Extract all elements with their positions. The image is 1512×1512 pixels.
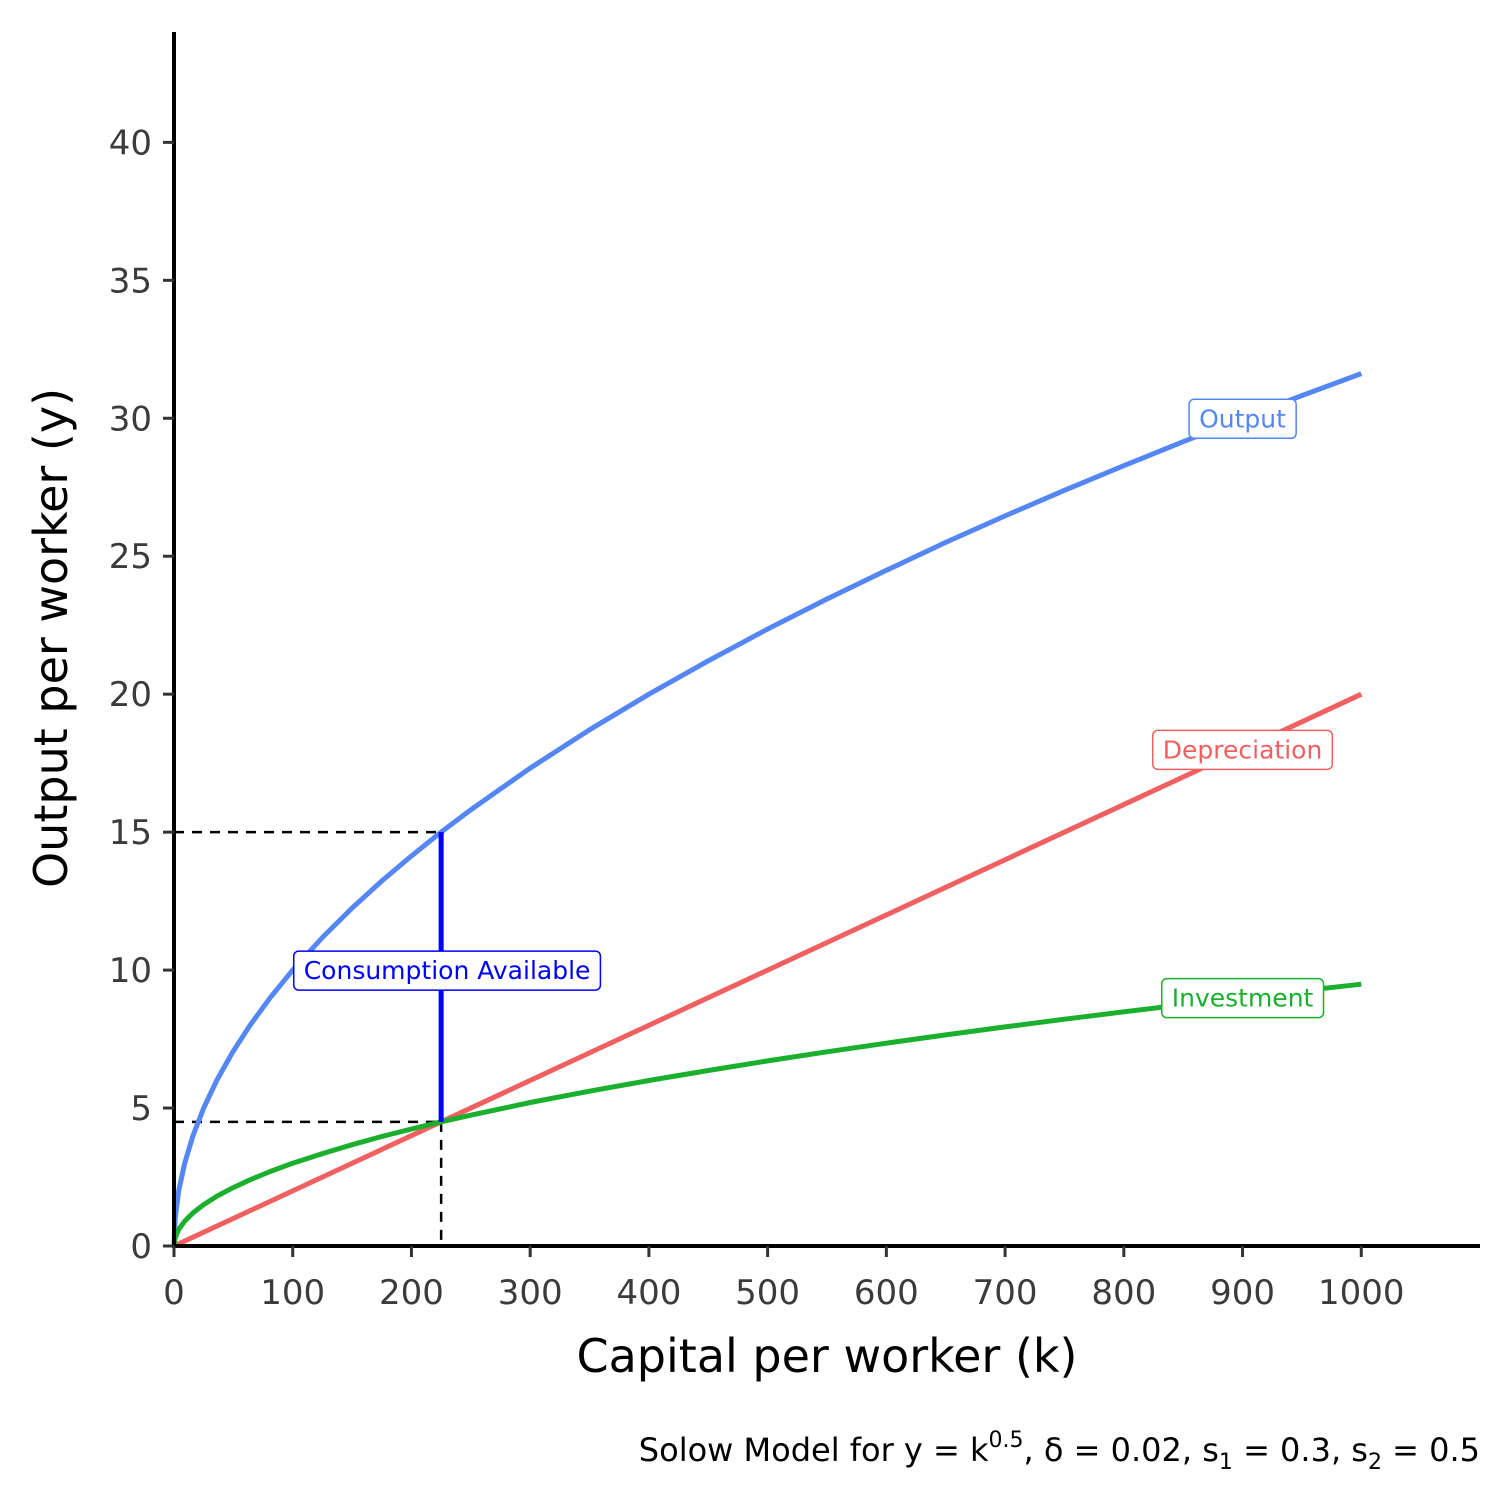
y-axis-ticks: 0 5 10 15 20 25 30 35 40 — [109, 123, 174, 1267]
y-tick-label: 30 — [109, 399, 152, 439]
label-investment-text: Investment — [1172, 984, 1314, 1013]
label-output-box — [1188, 398, 1297, 440]
series-line-depreciation — [172, 691, 1363, 1249]
y-tick-label: 15 — [109, 813, 152, 853]
x-tick-label: 0 — [163, 1273, 185, 1313]
y-tick-label: 0 — [130, 1227, 152, 1267]
x-tick-label: 900 — [1210, 1273, 1275, 1313]
y-tick-label: 35 — [109, 261, 152, 301]
label-depreciation-text: Depreciation — [1163, 735, 1323, 764]
x-tick-label: 500 — [735, 1273, 800, 1313]
caption-exponent: 0.5 — [989, 1428, 1024, 1453]
y-tick-label: 20 — [109, 675, 152, 715]
caption-s2-sub: 2 — [1368, 1450, 1382, 1475]
label-output: Output — [1188, 398, 1297, 440]
x-tick-label: 800 — [1091, 1273, 1156, 1313]
series-line-investment — [171, 981, 1362, 1247]
caption-delta: , δ = 0.02, s — [1024, 1431, 1219, 1469]
x-tick-label: 700 — [973, 1273, 1038, 1313]
label-depreciation: Depreciation — [1152, 729, 1334, 771]
x-tick-label: 300 — [498, 1273, 563, 1313]
x-tick-label: 200 — [379, 1273, 444, 1313]
x-tick-label: 400 — [616, 1273, 681, 1313]
label-output-text: Output — [1199, 404, 1286, 433]
label-depreciation-box — [1152, 729, 1334, 771]
x-axis-title: Capital per worker (k) — [577, 1329, 1078, 1383]
caption-s1-sub: 1 — [1219, 1450, 1233, 1475]
x-tick-label: 1000 — [1318, 1273, 1405, 1313]
caption-s2-value: = 0.5 — [1382, 1431, 1480, 1469]
x-axis-ticks: 0 100 200 300 400 500 600 700 800 900 1000 — [163, 1246, 1405, 1313]
x-tick-label: 600 — [854, 1273, 919, 1313]
label-consumption-available-text: Consumption Available — [304, 956, 591, 985]
axes — [172, 32, 1480, 1248]
chart-caption: Solow Model for y = k0.5, δ = 0.02, s1 =… — [639, 1428, 1480, 1475]
label-consumption-available-box — [292, 950, 602, 991]
series-lines — [171, 371, 1363, 1249]
label-investment: Investment — [1160, 977, 1325, 1019]
x-tick-label: 100 — [260, 1273, 325, 1313]
series-labels: Output Depreciation Investment Consumption … — [292, 398, 1334, 1019]
label-investment-box — [1160, 977, 1325, 1019]
label-consumption-available: Consumption Available — [292, 950, 602, 991]
y-tick-label: 40 — [109, 123, 152, 163]
caption-s1-value: = 0.3, s — [1233, 1431, 1368, 1469]
dashed-guides — [174, 830, 443, 1246]
y-tick-label: 5 — [130, 1089, 152, 1129]
series-line-output — [171, 371, 1363, 1247]
y-axis-title: Output per worker (y) — [24, 388, 78, 888]
caption-prefix: Solow Model for y = k — [639, 1431, 989, 1469]
y-tick-label: 25 — [109, 537, 152, 577]
y-tick-label: 10 — [109, 951, 152, 991]
